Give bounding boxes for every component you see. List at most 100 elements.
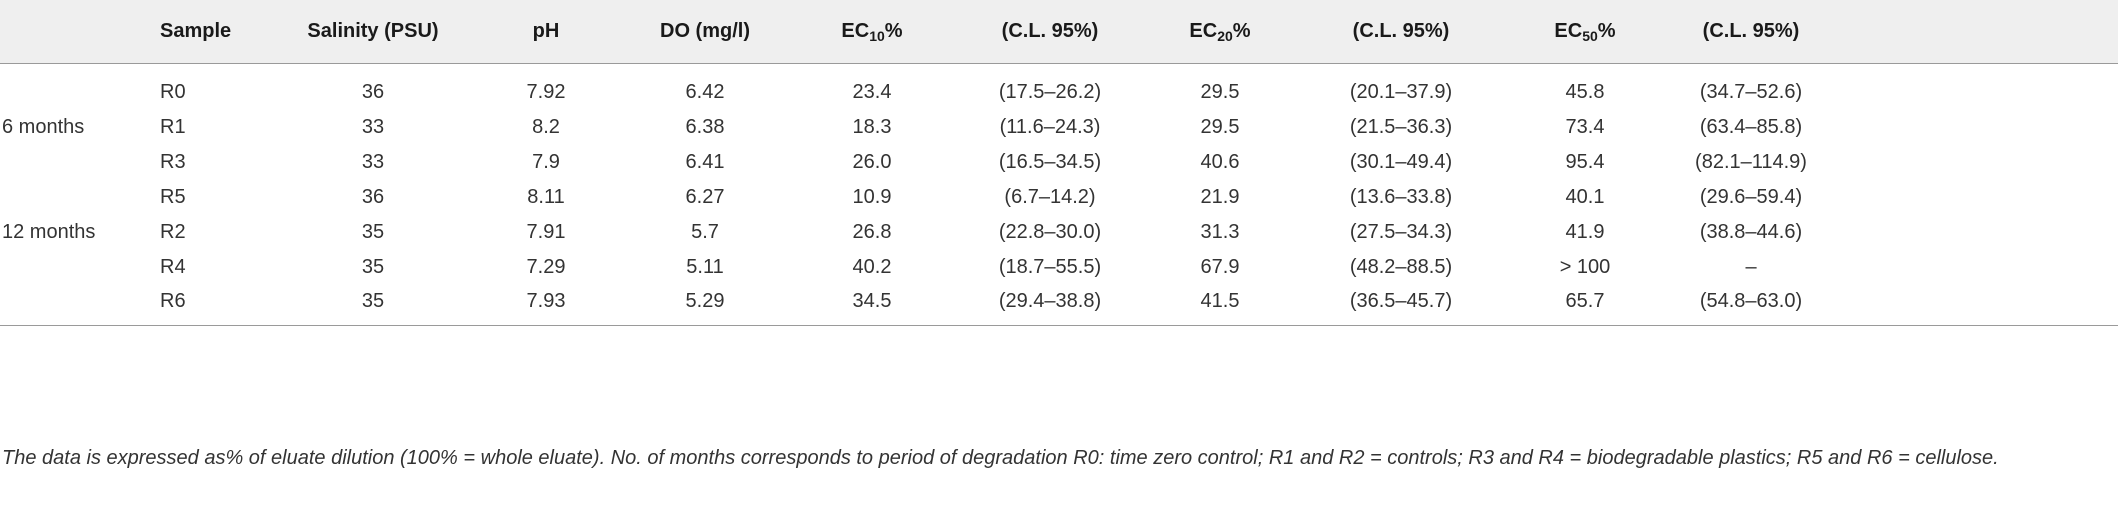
cell-ec20: 29.5 bbox=[1200, 81, 1240, 104]
header-cl-ec50: (C.L. 95%) bbox=[1658, 0, 1844, 64]
cell-cl-ec10: (16.5–34.5) bbox=[998, 151, 1102, 173]
cell-salinity: 33 bbox=[361, 151, 385, 173]
cell-cl-ec10: (22.8–30.0) bbox=[998, 221, 1102, 243]
cell-ph: 7.91 bbox=[526, 221, 566, 243]
header-do: DO (mg/l) bbox=[616, 0, 794, 64]
cell-ph: 8.11 bbox=[527, 186, 565, 208]
cell-sample: R4 bbox=[160, 256, 186, 278]
cell-ph: 7.29 bbox=[526, 256, 566, 278]
cell-do: 6.41 bbox=[685, 151, 725, 173]
cell-cl-ec10: (11.6–24.3) bbox=[999, 116, 1101, 138]
cell-ec20: 29.5 bbox=[1200, 116, 1240, 138]
cell-do: 6.42 bbox=[685, 81, 725, 104]
header-group bbox=[0, 0, 160, 64]
header-row: Sample Salinity (PSU) pH DO (mg/l) EC10%… bbox=[0, 0, 2118, 64]
table-row: R6 35 7.93 5.29 34.5 (29.4–38.8) 41.5 (3… bbox=[0, 285, 2118, 326]
cell-ec20: 21.9 bbox=[1200, 186, 1240, 208]
cell-sample: R0 bbox=[160, 81, 186, 104]
cell-ec10: 23.4 bbox=[852, 81, 892, 104]
cell-cl-ec10: (18.7–55.5) bbox=[998, 256, 1102, 278]
cell-group: 6 months bbox=[2, 116, 85, 138]
header-ec50: EC50% bbox=[1512, 0, 1658, 64]
cell-cl-ec10: (17.5–26.2) bbox=[998, 81, 1102, 104]
cell-ph: 7.92 bbox=[526, 81, 566, 104]
cell-ec20: 31.3 bbox=[1200, 221, 1240, 243]
cell-ec50: 45.8 bbox=[1565, 81, 1605, 104]
header-cl-ec20: (C.L. 95%) bbox=[1290, 0, 1512, 64]
cell-cl-ec50: – bbox=[1745, 256, 1757, 278]
cell-cl-ec20: (13.6–33.8) bbox=[1349, 186, 1453, 208]
cell-sample: R2 bbox=[160, 221, 186, 243]
cell-group bbox=[0, 180, 160, 215]
table-row: R5 36 8.11 6.27 10.9 (6.7–14.2) 21.9 (13… bbox=[0, 180, 2118, 215]
cell-salinity: 35 bbox=[270, 285, 476, 326]
cell-do: 5.29 bbox=[616, 285, 794, 326]
cell-do: 5.7 bbox=[691, 221, 719, 243]
cell-cl-ec20: (21.5–36.3) bbox=[1349, 116, 1453, 138]
cell-salinity: 35 bbox=[361, 256, 385, 278]
cell-group bbox=[0, 285, 160, 326]
cell-cl-ec20: (20.1–37.9) bbox=[1349, 81, 1453, 104]
table-row: R0 36 7.92 6.42 23.4 (17.5–26.2) 29.5 (2… bbox=[0, 63, 2118, 110]
cell-cl-ec50: (34.7–52.6) bbox=[1699, 81, 1803, 104]
table-row: 6 months R1 33 8.2 6.38 18.3 (11.6–24.3)… bbox=[0, 110, 2118, 145]
cell-ph: 7.9 bbox=[532, 151, 560, 173]
cell-sample: R3 bbox=[160, 151, 186, 173]
cell-cl-ec50: (63.4–85.8) bbox=[1699, 116, 1803, 138]
cell-cl-ec50: (82.1–114.9) bbox=[1695, 151, 1807, 173]
cell-cl-ec20: (30.1–49.4) bbox=[1349, 151, 1453, 173]
header-salinity: Salinity (PSU) bbox=[270, 0, 476, 64]
table-footnote: The data is expressed as% of eluate dilu… bbox=[2, 447, 1999, 469]
cell-cl-ec50: (38.8–44.6) bbox=[1699, 221, 1803, 243]
cell-ec10: 18.3 bbox=[852, 116, 892, 138]
cell-ec50: 40.1 bbox=[1565, 186, 1605, 208]
cell-sample: R1 bbox=[160, 116, 186, 138]
cell-ph: 7.93 bbox=[476, 285, 616, 326]
cell-ec10: 10.9 bbox=[852, 186, 892, 208]
cell-do: 6.27 bbox=[685, 186, 725, 208]
cell-sample: R6 bbox=[160, 285, 270, 326]
cell-ec50: 73.4 bbox=[1565, 116, 1605, 138]
cell-ec50: 41.9 bbox=[1565, 221, 1605, 243]
cell-salinity: 36 bbox=[361, 186, 385, 208]
cell-ec20: 40.6 bbox=[1200, 151, 1240, 173]
header-sample: Sample bbox=[160, 0, 270, 64]
header-ph: pH bbox=[476, 0, 616, 64]
cell-group bbox=[0, 145, 160, 180]
cell-do: 6.38 bbox=[685, 116, 725, 138]
cell-ph: 8.2 bbox=[532, 116, 560, 138]
cell-ec20: 67.9 bbox=[1200, 256, 1240, 278]
table-row: 12 months R2 35 7.91 5.7 26.8 (22.8–30.0… bbox=[0, 215, 2118, 250]
cell-group: 12 months bbox=[2, 221, 96, 243]
header-spacer bbox=[1844, 0, 2118, 64]
table-row: R4 35 7.29 5.11 40.2 (18.7–55.5) 67.9 (4… bbox=[0, 250, 2118, 285]
cell-ec10: 40.2 bbox=[852, 256, 892, 278]
cell-salinity: 35 bbox=[361, 221, 385, 243]
cell-salinity: 36 bbox=[361, 81, 385, 104]
cell-cl-ec10: (6.7–14.2) bbox=[1004, 186, 1096, 208]
cell-ec10: 26.0 bbox=[852, 151, 892, 173]
cell-ec50: 65.7 bbox=[1512, 285, 1658, 326]
cell-cl-ec50: (29.6–59.4) bbox=[1699, 186, 1803, 208]
cell-group bbox=[0, 250, 160, 285]
cell-cl-ec50: (54.8–63.0) bbox=[1658, 285, 1844, 326]
cell-salinity: 33 bbox=[361, 116, 385, 138]
cell-do: 5.11 bbox=[686, 256, 724, 278]
cell-ec10: 34.5 bbox=[794, 285, 950, 326]
cell-group bbox=[0, 63, 160, 110]
cell-ec20: 41.5 bbox=[1150, 285, 1290, 326]
cell-sample: R5 bbox=[160, 186, 186, 208]
cell-cl-ec10: (29.4–38.8) bbox=[950, 285, 1150, 326]
cell-cl-ec20: (48.2–88.5) bbox=[1349, 256, 1453, 278]
table-row: R3 33 7.9 6.41 26.0 (16.5–34.5) 40.6 (30… bbox=[0, 145, 2118, 180]
header-ec10: EC10% bbox=[794, 0, 950, 64]
data-table: Sample Salinity (PSU) pH DO (mg/l) EC10%… bbox=[0, 0, 2118, 326]
cell-cl-ec20: (36.5–45.7) bbox=[1290, 285, 1512, 326]
cell-ec50: > 100 bbox=[1559, 256, 1611, 278]
cell-ec10: 26.8 bbox=[852, 221, 892, 243]
cell-cl-ec20: (27.5–34.3) bbox=[1349, 221, 1453, 243]
header-cl-ec10: (C.L. 95%) bbox=[950, 0, 1150, 64]
header-ec20: EC20% bbox=[1150, 0, 1290, 64]
cell-ec50: 95.4 bbox=[1565, 151, 1605, 173]
